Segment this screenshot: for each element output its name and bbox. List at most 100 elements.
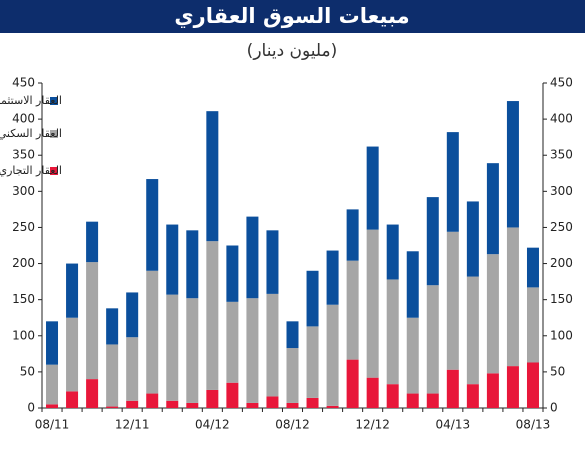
bar-segment [466, 384, 479, 408]
y-tick-label: 150 [12, 292, 35, 306]
bar-segment [126, 292, 139, 338]
bar-segment [426, 197, 439, 286]
bar-segment [146, 393, 159, 408]
y2-tick-label: 50 [550, 364, 565, 378]
bar-segment [186, 230, 199, 299]
bar-segment [206, 389, 219, 408]
bar-segment [426, 285, 439, 394]
legend-swatch [50, 167, 58, 175]
bar-segment [366, 377, 379, 408]
bar-segment [406, 393, 419, 408]
bar-segment [106, 344, 119, 407]
y-tick-label: 100 [12, 328, 35, 342]
x-tick-label: 08/11 [35, 418, 70, 432]
bar-segment [326, 405, 339, 408]
x-tick-label: 04/13 [436, 418, 471, 432]
y-tick-label: 300 [12, 184, 35, 198]
y2-tick-label: 250 [550, 220, 573, 234]
bar-segment [526, 362, 539, 408]
y2-tick-label: 100 [550, 328, 573, 342]
bar-segment [506, 101, 519, 228]
x-tick-label: 12/11 [115, 418, 150, 432]
bar-segment [246, 216, 259, 299]
x-tick-label: 08/12 [275, 418, 310, 432]
bar-segment [226, 245, 239, 302]
bar-segment [366, 146, 379, 230]
bar-segment [186, 298, 199, 403]
chart-title: مبيعات السوق العقاري [174, 4, 409, 29]
y-tick-label: 0 [27, 401, 35, 415]
bar-segment [366, 229, 379, 378]
bar-segment [86, 221, 99, 263]
bar-segment [306, 270, 319, 327]
bar-segment [406, 251, 419, 318]
bar-segment [46, 321, 59, 365]
bar-segment [226, 301, 239, 383]
bar-segment [286, 348, 299, 403]
bar-segment [86, 379, 99, 408]
bar-segment [146, 179, 159, 271]
x-tick-label: 04/12 [195, 418, 230, 432]
bar-segment [46, 364, 59, 405]
bar-segment [266, 293, 279, 397]
bar-segment [346, 359, 359, 408]
bar-segment [66, 391, 79, 408]
bar-segment [126, 337, 139, 401]
y2-tick-label: 450 [550, 76, 573, 90]
bar-segment [66, 263, 79, 318]
bar-segment [446, 132, 459, 232]
y2-tick-label: 200 [550, 256, 573, 270]
bar-segment [246, 298, 259, 403]
bar-segment [106, 406, 119, 408]
y2-tick-label: 0 [550, 401, 558, 415]
y2-tick-label: 400 [550, 112, 573, 126]
y-tick-label: 400 [12, 112, 35, 126]
bar-segment [186, 402, 199, 408]
bar-segment [206, 241, 219, 390]
bar-segment [466, 276, 479, 385]
bar-segment [286, 321, 299, 349]
bar-segment [346, 260, 359, 360]
bar-segment [526, 247, 539, 288]
bar-segment [306, 397, 319, 408]
bar-segment [386, 384, 399, 408]
legend-label: العقار السكني [0, 127, 62, 140]
legend-label: العقار التجاري [0, 164, 62, 177]
bar-segment [446, 369, 459, 408]
y-tick-label: 350 [12, 148, 35, 162]
bar-segment [146, 270, 159, 394]
bar-segment [486, 163, 499, 255]
bar-segment [266, 396, 279, 408]
bar-segment [166, 400, 179, 408]
bar-segment [86, 262, 99, 380]
x-tick-label: 08/13 [516, 418, 551, 432]
y-tick-label: 50 [20, 364, 35, 378]
y2-tick-label: 300 [550, 184, 573, 198]
bar-segment [246, 402, 259, 408]
y-tick-label: 450 [12, 76, 35, 90]
bar-segment [526, 287, 539, 363]
bar-segment [206, 111, 219, 242]
x-tick-label: 12/12 [355, 418, 390, 432]
bar-segment [466, 201, 479, 277]
bar-segment [126, 400, 139, 408]
bar-segment [326, 250, 339, 305]
bar-segment [166, 224, 179, 295]
bar-segment [506, 227, 519, 367]
bar-segment [506, 366, 519, 408]
bar-segment [266, 230, 279, 294]
y2-tick-label: 350 [550, 148, 573, 162]
bar-segment [406, 317, 419, 394]
y-tick-label: 250 [12, 220, 35, 234]
bar-segment [46, 404, 59, 408]
bar-segment [326, 304, 339, 406]
legend-swatch [50, 97, 58, 105]
bar-segment [286, 402, 299, 408]
bar-segment [106, 308, 119, 345]
bar-segment [386, 279, 399, 385]
bar-segment [306, 326, 319, 398]
bar-segment [486, 373, 499, 408]
title-band [0, 0, 585, 33]
bar-segment [226, 382, 239, 408]
